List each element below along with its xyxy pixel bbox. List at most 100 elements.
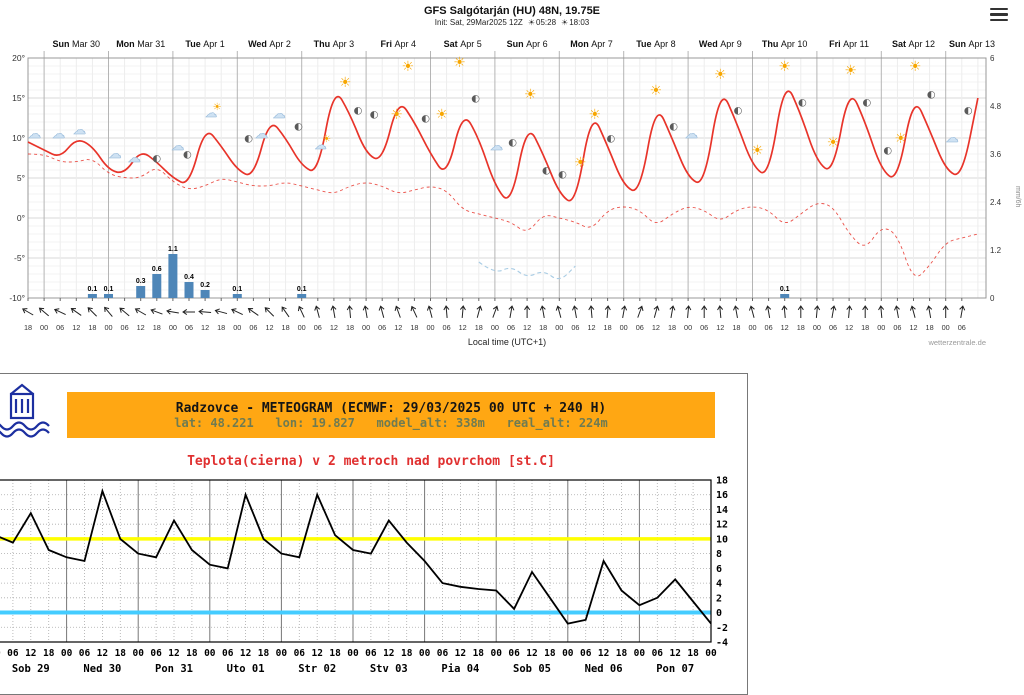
svg-text:☀: ☀	[827, 135, 840, 151]
svg-text:18: 18	[153, 323, 161, 332]
svg-text:◐: ◐	[883, 146, 892, 157]
svg-text:☀: ☀	[574, 155, 587, 171]
svg-text:06: 06	[314, 323, 322, 332]
svg-text:12: 12	[265, 323, 273, 332]
svg-text:12: 12	[526, 648, 537, 659]
shmu-chart: 181614121086420-2-4000612180006121800061…	[0, 476, 728, 675]
svg-text:18: 18	[329, 648, 341, 659]
svg-text:06: 06	[580, 648, 592, 659]
menu-bar	[990, 13, 1008, 16]
gfs-chart: Sun Mar 30 Mon Mar 31 Tue Apr 1 Wed Apr 2 Th…	[9, 39, 1021, 347]
svg-text:18: 18	[115, 648, 127, 659]
svg-text:☁: ☁	[171, 139, 184, 154]
svg-text:18: 18	[346, 323, 354, 332]
svg-text:18: 18	[604, 323, 612, 332]
svg-text:4: 4	[716, 579, 722, 590]
svg-text:☁: ☁	[52, 127, 65, 142]
svg-text:◐: ◐	[542, 166, 551, 177]
svg-text:06: 06	[222, 648, 234, 659]
svg-text:☁: ☁	[108, 147, 121, 162]
svg-text:00: 00	[276, 648, 288, 659]
svg-text:0.1: 0.1	[104, 286, 114, 293]
svg-text:12: 12	[201, 323, 209, 332]
gfs-init-text: Init: Sat, 29Mar2025 12Z	[434, 18, 523, 27]
svg-text:8: 8	[716, 549, 722, 560]
svg-text:☀: ☀	[778, 59, 791, 75]
svg-text:12: 12	[716, 323, 724, 332]
svg-text:12: 12	[383, 648, 394, 659]
svg-text:☀: ☀	[894, 131, 907, 147]
shmu-header: Radzovce - METEOGRAM (ECMWF: 29/03/2025 …	[67, 392, 715, 438]
svg-text:◐: ◐	[964, 106, 973, 117]
svg-text:◐: ◐	[734, 106, 743, 117]
svg-text:☀: ☀	[453, 55, 466, 71]
menu-icon[interactable]	[990, 8, 1008, 21]
svg-text:12: 12	[716, 520, 728, 531]
svg-text:Thu Apr 3: Thu Apr 3	[314, 39, 355, 49]
svg-text:◐: ◐	[421, 114, 430, 125]
svg-text:Wed Apr 9: Wed Apr 9	[699, 39, 742, 49]
svg-text:1.1: 1.1	[168, 246, 178, 253]
sunrise-time: 05:28	[536, 18, 557, 27]
svg-text:Sat Apr 12: Sat Apr 12	[892, 39, 935, 49]
svg-text:Ned 30: Ned 30	[83, 663, 121, 675]
svg-text:00: 00	[347, 648, 359, 659]
svg-text:◐: ◐	[669, 122, 678, 133]
svg-text:00: 00	[684, 323, 692, 332]
svg-text:0°: 0°	[17, 213, 25, 223]
svg-text:18: 18	[926, 323, 934, 332]
svg-text:☁: ☁	[685, 127, 698, 142]
svg-text:18: 18	[544, 648, 556, 659]
svg-text:Mon Mar 31: Mon Mar 31	[116, 39, 165, 49]
svg-text:12: 12	[523, 323, 531, 332]
svg-text:06: 06	[7, 648, 19, 659]
svg-text:00: 00	[491, 323, 499, 332]
sunset-icon: ☀	[561, 18, 569, 27]
svg-text:00: 00	[204, 648, 216, 659]
svg-text:10°: 10°	[12, 133, 25, 143]
svg-text:06: 06	[700, 323, 708, 332]
svg-text:00: 00	[490, 648, 502, 659]
svg-text:06: 06	[79, 648, 91, 659]
svg-text:6: 6	[716, 564, 722, 575]
svg-text:◐: ◐	[354, 106, 363, 117]
svg-text:00: 00	[877, 323, 885, 332]
svg-text:18: 18	[797, 323, 805, 332]
svg-text:12: 12	[97, 648, 108, 659]
svg-text:◐: ◐	[471, 94, 480, 105]
svg-text:12: 12	[845, 323, 853, 332]
svg-text:2.4: 2.4	[990, 198, 1002, 207]
menu-bar	[990, 8, 1008, 11]
svg-text:☁: ☁	[28, 127, 41, 142]
svg-text:☀: ☀	[435, 107, 448, 123]
sunset-time: 18:03	[569, 18, 590, 27]
svg-text:00: 00	[61, 648, 73, 659]
svg-text:10: 10	[716, 534, 728, 545]
svg-text:0: 0	[716, 608, 722, 619]
svg-text:12: 12	[669, 648, 680, 659]
svg-text:Str 02: Str 02	[298, 663, 336, 675]
svg-text:12: 12	[455, 648, 466, 659]
svg-text:0.1: 0.1	[232, 286, 242, 293]
svg-text:☁: ☁	[273, 107, 286, 122]
svg-text:☀: ☀	[524, 87, 537, 103]
svg-text:6: 6	[990, 54, 995, 63]
svg-text:00: 00	[634, 648, 646, 659]
svg-text:00: 00	[942, 323, 950, 332]
svg-text:12: 12	[240, 648, 251, 659]
svg-text:00: 00	[0, 648, 1, 659]
svg-text:2: 2	[716, 593, 722, 604]
svg-text:00: 00	[705, 648, 717, 659]
svg-text:18: 18	[539, 323, 547, 332]
svg-text:Uto 01: Uto 01	[227, 663, 265, 675]
gfs-title: GFS Salgótarján (HU) 48N, 19.75E	[423, 5, 601, 17]
svg-text:18: 18	[732, 323, 740, 332]
svg-text:18: 18	[410, 323, 418, 332]
svg-text:0.6: 0.6	[152, 266, 162, 273]
svg-text:Pia 04: Pia 04	[441, 663, 479, 675]
svg-text:Mon Apr 7: Mon Apr 7	[570, 39, 613, 49]
svg-text:4.8: 4.8	[990, 102, 1002, 111]
svg-text:12: 12	[652, 323, 660, 332]
svg-text:☀: ☀	[322, 134, 331, 145]
svg-text:☁: ☁	[128, 151, 141, 166]
